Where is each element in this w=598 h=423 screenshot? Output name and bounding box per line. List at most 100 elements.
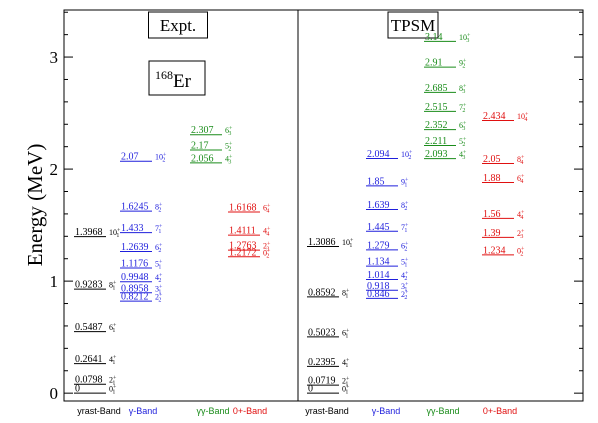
level-spin-label: 6+ 4 [517,174,525,185]
level-spin-label: 6+ 1 [342,328,350,339]
level-energy-label: 1.6168 [229,203,257,214]
level-energy-label: 2.05 [483,154,501,165]
level-spin-label: 2+ 1 [342,377,350,388]
level-spin-label: 8+ 3 [459,84,467,95]
level-energy-label: 1.014 [367,270,390,281]
level-spin-label: 4+ 2 [155,273,163,284]
level-energy-label: 1.234 [483,245,506,256]
level-energy-label: 1.4111 [229,226,256,237]
level-energy-label: 0 [308,384,313,395]
band-gamma: 0.846 2+ 2 0.918 3+ 1 1.014 4+ 2 1.134 5+ 1 1.279 6+ 2… [366,149,413,301]
level-energy-label: 0.0798 [75,375,103,386]
level-spin-label: 10+ 3 [459,33,471,44]
level-spin-label: 10+ 1 [109,228,121,239]
level-energy-label: 0.5023 [308,327,336,338]
level-energy-label: 2.07 [121,152,139,163]
level-spin-label: 0+ 1 [109,385,117,396]
level-energy-label: 0.9283 [75,280,103,291]
level-spin-label: 10+ 4 [517,112,529,123]
level-spin-label: 0+ 1 [342,385,350,396]
y-tick-label: 3 [50,48,59,67]
band-label-gammagamma: γγ-Band [426,406,459,416]
level-energy-label: 1.639 [367,200,390,211]
level-spin-label: 9+ 2 [459,59,467,70]
level-energy-label: 0.918 [367,281,390,292]
nucleus-label: 168Er [155,68,192,92]
band-zero: 1.2172 0+ 2 1.2763 2+ 3 1.4111 4+ 4 1.6168 6+ 4 [228,203,271,259]
level-spin-label: 6+ 2 [155,243,163,254]
level-spin-label: 7+ 1 [155,224,163,235]
level-energy-label: 1.39 [483,228,501,239]
level-spin-label: 3+ 1 [401,282,409,293]
level-spin-label: 0+ 2 [263,248,271,259]
level-energy-label: 1.1176 [121,258,148,269]
level-spin-label: 4+ 3 [225,154,233,165]
band-gammagamma: 2.056 4+ 3 2.17 5+ 2 2.307 6+ 3 [190,125,233,165]
level-energy-label: 1.2763 [229,241,257,252]
level-spin-label: 8+ 1 [109,281,117,292]
level-energy-label: 1.134 [367,257,390,268]
band-label-yrast: yrast-Band [77,406,121,416]
y-ticks: 0 1 2 3 [50,11,583,403]
level-energy-label: 0.2395 [308,357,336,368]
y-tick-label: 2 [50,160,59,179]
band-label-yrast: yrast-Band [305,406,349,416]
level-energy-label: 0.846 [367,289,390,300]
level-energy-label: 2.17 [191,141,209,152]
level-spin-label: 4+ 1 [342,358,350,369]
level-energy-label: 2.515 [425,102,448,113]
level-energy-label: 0 [75,384,80,395]
level-spin-label: 2+ 3 [263,242,271,253]
level-spin-label: 2+ 2 [401,290,409,301]
level-energy-label: 1.85 [367,176,385,187]
level-spin-label: 0+ 2 [517,246,525,257]
level-spin-label: 4+ 1 [109,355,117,366]
level-energy-label: 2.352 [425,120,448,131]
level-spin-label: 9+ 1 [401,177,409,188]
level-spin-label: 10+ 2 [401,150,413,161]
level-energy-label: 2.307 [191,125,214,136]
level-energy-label: 2.685 [425,83,448,94]
plot-frame [63,9,584,402]
level-energy-label: 1.2639 [121,242,149,253]
level-energy-label: 2.211 [425,136,447,147]
level-spin-label: 8+ 2 [401,201,409,212]
level-spin-label: 4+ 4 [263,227,271,238]
band-label-gamma: γ-Band [129,406,158,416]
panel-title: Expt. [160,16,196,35]
level-energy-label: 0.8212 [121,292,149,303]
band-yrast: 0 0+ 1 0.0719 2+ 1 0.2395 4+ 1 0.5023 6+ 1 0.8592 8+ 1… [307,237,354,396]
band-gamma: 0.8212 2+ 2 0.8958 3+ 1 0.9948 4+ 2 1.1176 5+ 1 1.26… [120,152,167,304]
y-tick-label: 0 [50,384,59,403]
band-label-gamma: γ-Band [372,406,401,416]
panel-title-box [148,11,208,39]
level-energy-label: 1.2172 [229,247,257,258]
level-spin-label: 6+ 2 [401,241,409,252]
level-spin-label: 5+ 1 [401,258,409,269]
level-spin-label: 5+ 2 [225,142,233,153]
level-spin-label: 10+ 2 [155,153,167,164]
level-energy-label: 1.433 [121,223,144,234]
level-energy-label: 2.093 [425,149,448,160]
level-energy-label: 1.88 [483,173,501,184]
level-spin-label: 8+ 4 [517,155,525,166]
level-spin-label: 6+ 4 [263,204,271,215]
level-spin-label: 7+ 2 [459,103,467,114]
level-spin-label: 3+ 1 [155,284,163,295]
level-energy-label: 0.5487 [75,322,103,333]
band-zero: 1.234 0+ 2 1.39 2+ 3 1.56 4+ 4 1.88 6+ 4 2.05 8+ 4 2.43… [482,111,529,257]
level-spin-label: 6+ 3 [225,126,233,137]
level-spin-label: 4+ 3 [459,150,467,161]
level-energy-label: 1.3968 [75,227,103,238]
level-spin-label: 8+ 1 [342,288,350,299]
band-yrast: 0 0+ 1 0.0798 2+ 1 0.2641 4+ 1 0.5487 6+ 1 0.9283 8+ 1… [74,227,121,396]
level-spin-label: 10+ 1 [342,238,354,249]
level-energy-label: 1.6245 [121,202,149,213]
level-spin-label: 7+ 1 [401,223,409,234]
level-energy-label: 1.56 [483,209,501,220]
level-energy-label: 2.094 [367,149,390,160]
level-energy-label: 1.3086 [308,237,336,248]
y-axis-label: Energy (MeV) [23,144,47,267]
panel-title-box [387,11,439,39]
